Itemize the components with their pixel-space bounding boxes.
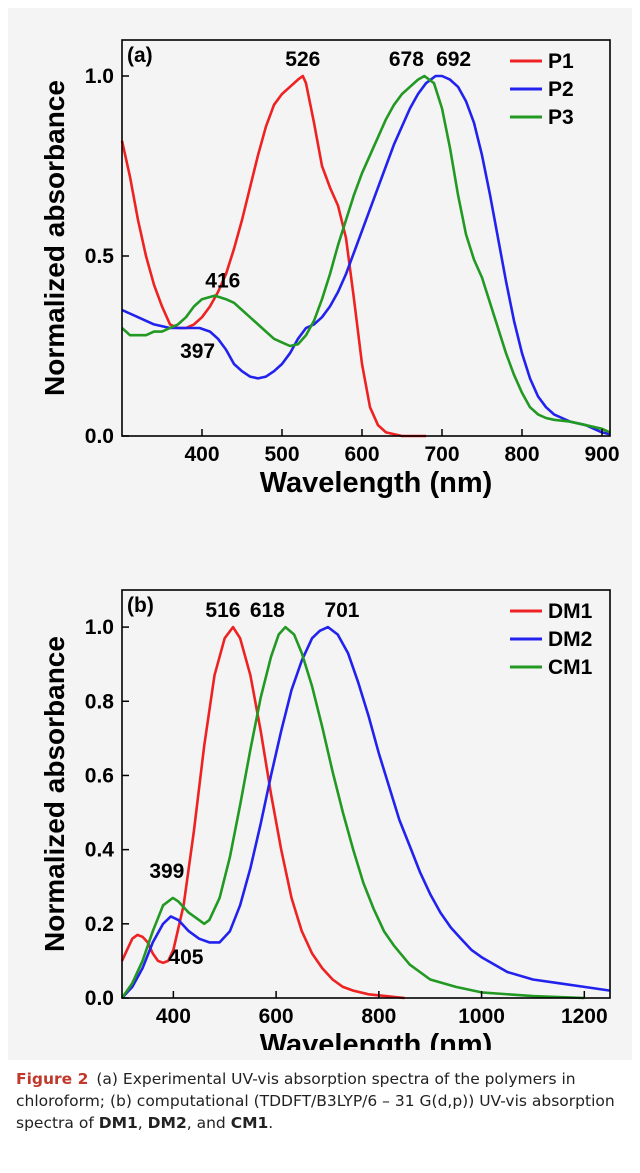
chart-b-peak-label: 516 <box>205 599 240 622</box>
chart-a-series-p1 <box>120 74 426 438</box>
chart-a-x-tick-label: 900 <box>584 443 619 466</box>
chart-b-x-tick-label: 800 <box>361 1005 396 1028</box>
chart-a-series-p3 <box>121 74 611 434</box>
chart-b-peak-label: 399 <box>149 860 184 883</box>
chart-a-legend-entry: P2 <box>548 78 574 101</box>
chart-b-plot-frame <box>121 589 611 999</box>
chart-a-panel-label: (a) <box>127 44 153 67</box>
chart-a-plot-frame <box>121 39 611 437</box>
caption-bold-dm2: DM2 <box>147 1114 187 1132</box>
chart-a-peak-label: 416 <box>205 270 240 293</box>
chart-b-y-tick-label: 0.6 <box>85 764 114 787</box>
chart-b-x-tick-label: 400 <box>156 1005 191 1028</box>
chart-b-series-cm1 <box>120 625 585 1000</box>
chart-b-legend-entry: CM1 <box>548 656 593 679</box>
chart-a: 400 500 600 700 800 900 0.0 0.5 1.0 Wavelength (n… <box>39 39 620 499</box>
chart-b-y-tick-label: 0.4 <box>85 839 115 862</box>
chart-a-y-tick-label: 0.0 <box>85 425 114 448</box>
chart-b-peak-label: 701 <box>324 599 359 622</box>
chart-b-y-axis-label: Normalized absorbance <box>39 636 70 952</box>
chart-a-peak-label: 692 <box>436 48 471 71</box>
chart-b-panel-label: (b) <box>127 594 154 617</box>
figure-panel <box>8 8 632 1060</box>
chart-b-y-tick-label: 0.2 <box>85 913 114 936</box>
caption-bold-cm1: CM1 <box>230 1114 269 1132</box>
caption-end: . <box>268 1114 274 1132</box>
chart-a-y-tick-label: 0.5 <box>85 245 115 268</box>
chart-a-peak-label: 526 <box>285 48 320 71</box>
caption-sep-1: , <box>137 1114 148 1132</box>
chart-a-y-tick-label: 1.0 <box>85 65 114 88</box>
chart-a-peak-label: 678 <box>389 48 424 71</box>
chart-b-legend-entry: DM2 <box>548 628 592 651</box>
chart-a-series-p2 <box>121 74 611 436</box>
caption-bold-dm1: DM1 <box>98 1114 138 1132</box>
chart-b-x-tick-label: 1200 <box>561 1005 608 1028</box>
figure-label: Figure 2 <box>16 1070 89 1088</box>
chart-b-y-tick-label: 0.0 <box>85 987 114 1010</box>
chart-a-x-tick-label: 400 <box>184 443 219 466</box>
figure-caption: Figure 2 (a) Experimental UV-vis absorpti… <box>16 1068 628 1134</box>
chart-b-legend-entry: DM1 <box>548 600 593 623</box>
chart-b-x-tick-label: 1000 <box>458 1005 505 1028</box>
chart-a-legend-entry: P1 <box>548 50 574 73</box>
chart-a-x-tick-label: 800 <box>504 443 539 466</box>
chart-b-x-axis-label: Wavelength (nm) <box>260 1029 493 1050</box>
chart-a-peak-label: 397 <box>180 340 215 363</box>
chart-b-peak-label: 618 <box>250 599 285 622</box>
caption-sep-2: , and <box>186 1114 231 1132</box>
chart-b-series-dm2 <box>121 625 611 999</box>
chart-b-x-tick-label: 600 <box>259 1005 294 1028</box>
chart-a-x-tick-label: 600 <box>344 443 379 466</box>
chart-b-y-tick-label: 1.0 <box>85 616 114 639</box>
caption-text: (a) Experimental UV-vis absorption spect… <box>16 1070 615 1132</box>
chart-b: 400 600 800 1000 1200 0.0 0.2 0.4 0.6 0.8 1.0 Wavel… <box>39 589 611 1050</box>
chart-b-peak-label: 405 <box>168 946 203 969</box>
chart-a-x-tick-label: 500 <box>264 443 299 466</box>
chart-a-x-axis-label: Wavelength (nm) <box>260 467 493 499</box>
chart-a-y-axis-label: Normalized absorbance <box>39 80 70 396</box>
chart-b-y-tick-label: 0.8 <box>85 690 115 713</box>
chart-a-x-tick-label: 700 <box>424 443 459 466</box>
chart-a-legend-entry: P3 <box>548 106 574 129</box>
